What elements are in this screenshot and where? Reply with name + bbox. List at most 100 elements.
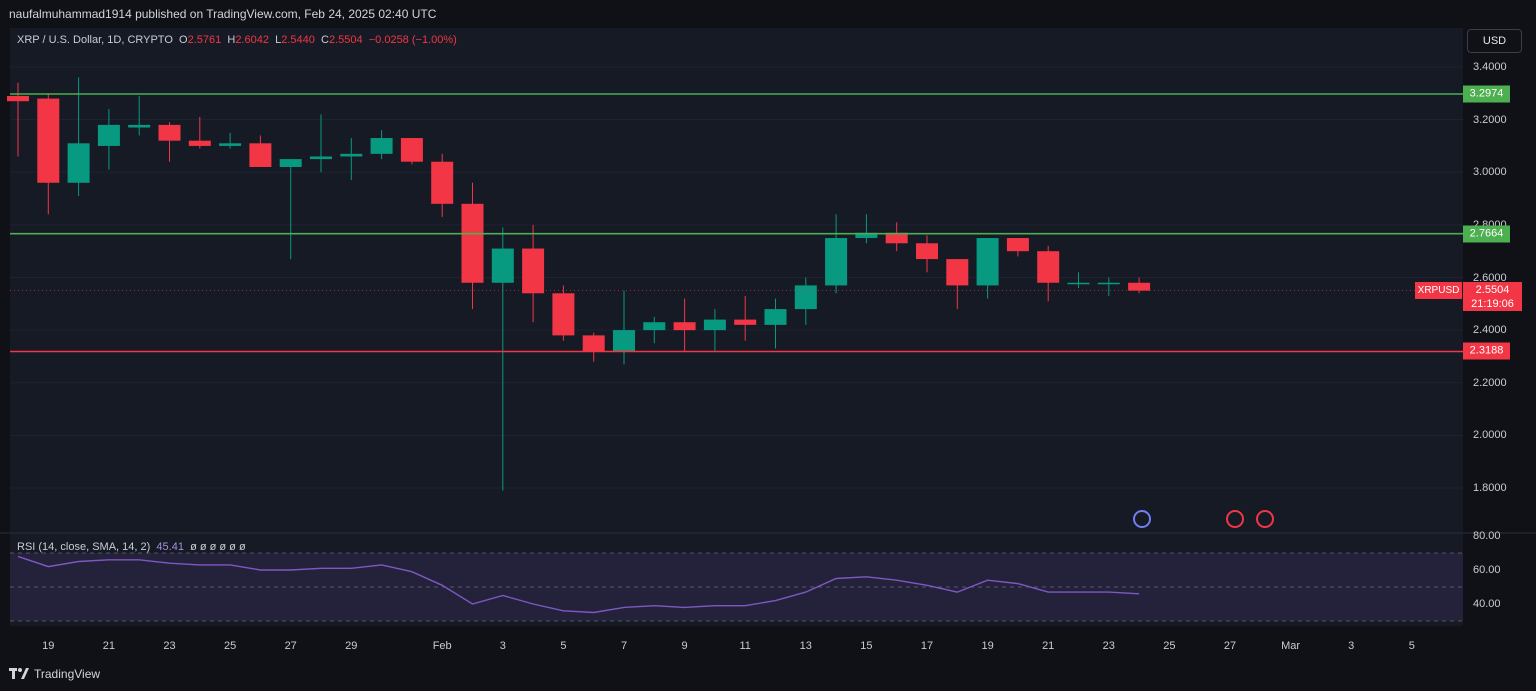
time-tick-label: 3 bbox=[499, 640, 506, 652]
rsi-tick-label: 80.00 bbox=[1473, 530, 1501, 542]
time-tick-label: 19 bbox=[981, 640, 994, 652]
price-tick-label: 2.2000 bbox=[1473, 376, 1507, 389]
time-tick-label: 5 bbox=[560, 640, 567, 652]
time-tick-label: 25 bbox=[223, 640, 237, 652]
candle-body bbox=[158, 124, 181, 141]
candle-body bbox=[734, 319, 757, 325]
candle-body bbox=[1097, 282, 1120, 285]
footer bbox=[0, 662, 1536, 691]
time-tick-label: 11 bbox=[739, 640, 751, 652]
candle-body bbox=[673, 322, 696, 331]
time-tick-label: 5 bbox=[1408, 640, 1415, 652]
top-bar: naufalmuhammad1914 published on TradingV… bbox=[0, 0, 1536, 28]
rsi-value: 45.41 bbox=[156, 541, 184, 553]
candle-body bbox=[1006, 238, 1029, 252]
economic-event-icon bbox=[1226, 510, 1244, 528]
symbol-tag: XRPUSD bbox=[1415, 282, 1462, 299]
candle-body bbox=[522, 248, 545, 294]
price-axis[interactable] bbox=[1463, 28, 1536, 626]
symbol-name[interactable]: XRP / U.S. Dollar, 1D, CRYPTO bbox=[17, 34, 173, 46]
time-axis[interactable] bbox=[0, 626, 1536, 662]
price-tick-label: 2.0000 bbox=[1473, 429, 1507, 442]
candle-body bbox=[613, 330, 635, 352]
time-tick-label: 23 bbox=[163, 640, 176, 652]
rsi-extras: ø ø ø ø ø ø bbox=[190, 541, 246, 553]
tradingview-logo-icon bbox=[9, 668, 29, 679]
price-tick-label: 3.4000 bbox=[1473, 61, 1507, 73]
candle-body bbox=[310, 156, 332, 160]
candle-body bbox=[794, 285, 817, 310]
dividend-event-icon bbox=[1133, 510, 1151, 528]
change-value: −0.0258 (−1.00%) bbox=[368, 34, 457, 46]
level-price-label: 2.7664 bbox=[1463, 225, 1510, 243]
time-tick-label: 23 bbox=[1102, 640, 1115, 652]
current-price-value: 2.5504 bbox=[1475, 284, 1510, 296]
candle-body bbox=[461, 203, 484, 283]
time-tick-label: Mar bbox=[1281, 640, 1301, 652]
price-tick-label: 3.2000 bbox=[1473, 113, 1507, 126]
current-price-label: 2.5504 21:19:06 bbox=[1463, 282, 1522, 311]
tradingview-logo-text: TradingView bbox=[34, 667, 101, 681]
candle-body bbox=[219, 143, 242, 146]
time-tick-label: 29 bbox=[345, 640, 358, 652]
candle-body bbox=[855, 232, 878, 239]
candle-body bbox=[400, 138, 423, 162]
candle-body bbox=[916, 243, 938, 260]
time-tick-label: 3 bbox=[1348, 640, 1355, 652]
time-tick-label: 15 bbox=[860, 640, 873, 652]
candle-body bbox=[67, 143, 90, 183]
open-value: 2.5761 bbox=[187, 34, 222, 46]
price-tick-label: 2.4000 bbox=[1473, 324, 1507, 337]
candle-body bbox=[188, 140, 211, 146]
candle-body bbox=[7, 95, 29, 102]
time-tick-label: 19 bbox=[42, 640, 55, 652]
rsi-title[interactable]: RSI (14, close, SMA, 14, 2) bbox=[17, 541, 151, 553]
publisher-text: naufalmuhammad1914 published on TradingV… bbox=[9, 7, 437, 21]
candle-body bbox=[703, 319, 726, 331]
time-tick-label: Feb bbox=[432, 640, 452, 652]
candle-body bbox=[1037, 251, 1060, 283]
close-value: 2.5504 bbox=[328, 34, 363, 46]
candle-body bbox=[643, 322, 666, 331]
level-price-label: 2.3188 bbox=[1463, 342, 1510, 360]
time-tick-label: 27 bbox=[284, 640, 297, 652]
candle-body bbox=[1067, 282, 1090, 285]
candle-body bbox=[976, 238, 999, 286]
high-label: H bbox=[227, 34, 236, 46]
candle-body bbox=[491, 248, 514, 283]
time-tick-label: 25 bbox=[1163, 640, 1176, 652]
candle-body bbox=[37, 98, 60, 183]
candle-body bbox=[370, 138, 393, 154]
price-tick-label: 3.0000 bbox=[1473, 166, 1507, 179]
time-tick-label: 27 bbox=[1223, 640, 1237, 652]
time-tick-label: 17 bbox=[920, 640, 934, 652]
currency-button[interactable]: USD bbox=[1467, 29, 1522, 53]
candle-body bbox=[885, 232, 908, 244]
price-tick-label: 1.8000 bbox=[1473, 482, 1507, 494]
tradingview-logo[interactable]: TradingView bbox=[9, 667, 100, 681]
price-tick-label: 2.6000 bbox=[1473, 271, 1507, 284]
candle-body bbox=[1128, 282, 1151, 291]
rsi-tick-label: 40.00 bbox=[1473, 598, 1501, 610]
rsi-legend: RSI (14, close, SMA, 14, 2) 45.41 ø ø ø … bbox=[17, 541, 246, 553]
open-label: O bbox=[179, 34, 188, 46]
chart-area[interactable] bbox=[10, 28, 1463, 626]
time-tick-label: 9 bbox=[681, 640, 688, 652]
candle-body bbox=[431, 161, 454, 204]
candle-body bbox=[764, 309, 787, 325]
rsi-tick-label: 60.00 bbox=[1473, 564, 1501, 576]
candle-body bbox=[946, 259, 969, 286]
low-value: 2.5440 bbox=[281, 34, 315, 46]
time-tick-label: 21 bbox=[102, 640, 116, 652]
candle-body bbox=[249, 143, 272, 167]
economic-event-icon bbox=[1256, 510, 1274, 528]
level-price-label: 3.2974 bbox=[1463, 85, 1510, 103]
bar-countdown: 21:19:06 bbox=[1471, 298, 1514, 310]
candle-body bbox=[825, 238, 848, 286]
time-tick-label: 21 bbox=[1042, 640, 1055, 652]
high-value: 2.6042 bbox=[235, 34, 269, 46]
close-label: C bbox=[321, 34, 329, 46]
time-tick-label: 7 bbox=[620, 640, 628, 652]
candle-body bbox=[552, 293, 575, 336]
